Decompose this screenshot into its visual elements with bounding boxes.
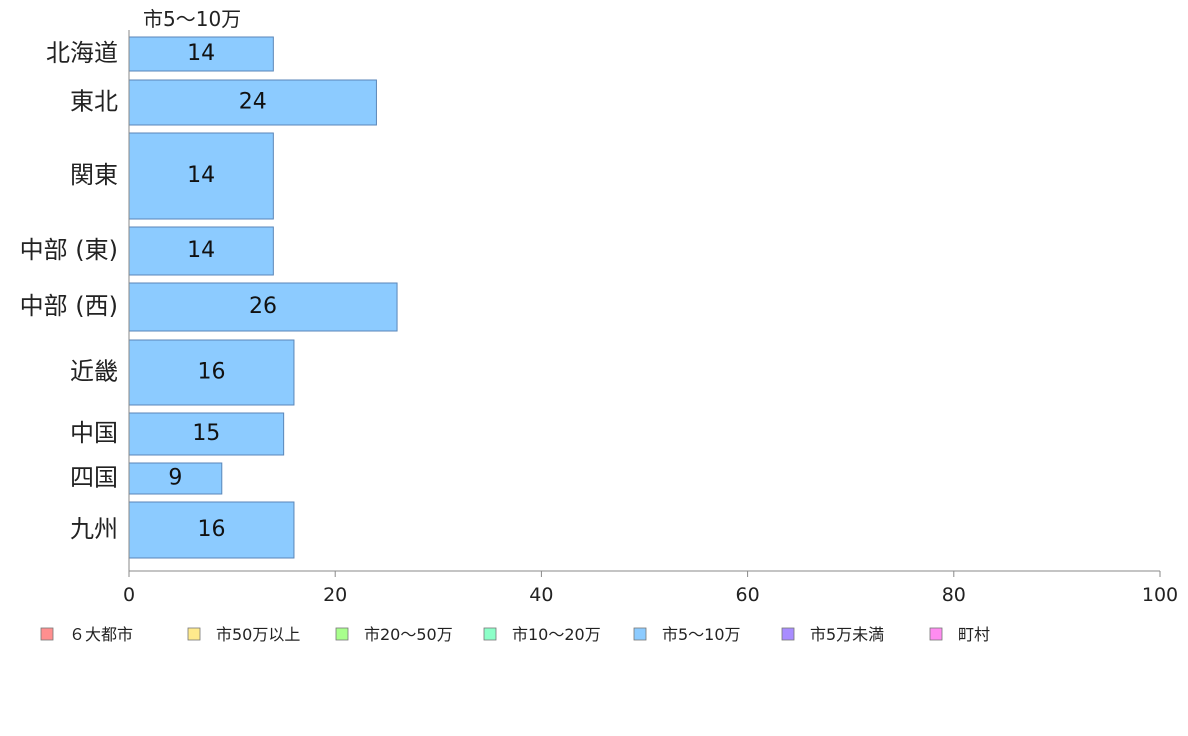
x-tick-label: 100: [1142, 584, 1178, 606]
bar-value-label: 14: [187, 163, 215, 188]
bar-value-label: 15: [192, 421, 220, 446]
legend-label: 市5〜10万: [662, 625, 741, 644]
legend: ６大都市 市50万以上 市20〜50万 市10〜20万 市5〜10万 市5万未満 町村: [40, 625, 990, 644]
category-label: 近畿: [70, 358, 118, 386]
bar-value-label: 14: [187, 41, 215, 66]
category-label: 中部 (東): [20, 236, 118, 264]
category-label: 関東: [70, 161, 118, 189]
category-label: 中部 (西): [20, 292, 118, 320]
bars-group: [128, 36, 398, 559]
legend-swatch: [633, 627, 647, 641]
legend-label: 市20〜50万: [364, 625, 453, 644]
bar-value-label: 9: [168, 466, 182, 491]
bar-value-label: 26: [249, 294, 277, 319]
x-tick-label: 60: [736, 584, 760, 606]
bar-value-label: 14: [187, 238, 215, 263]
legend-swatch: [40, 627, 54, 641]
bar-2: [128, 79, 377, 126]
value-labels: 14 24 14 14 26 16 15 9 16: [168, 41, 277, 542]
category-label: 東北: [70, 88, 118, 116]
legend-label: 町村: [958, 625, 990, 644]
bar-value-label: 16: [197, 360, 225, 385]
x-tick-label: 20: [323, 584, 347, 606]
legend-swatch: [335, 627, 349, 641]
bar-3: [128, 132, 274, 220]
legend-label: 市10〜20万: [512, 625, 601, 644]
x-tick-label: 40: [529, 584, 553, 606]
legend-label: 市50万以上: [216, 625, 300, 644]
category-label: 中国: [70, 419, 118, 447]
bar-6: [128, 339, 295, 406]
bar-5: [128, 282, 398, 332]
bar-4: [128, 226, 274, 276]
legend-swatch: [781, 627, 795, 641]
bar-7: [128, 412, 285, 456]
category-label: 九州: [70, 515, 118, 543]
series-title: 市5〜10万: [143, 7, 241, 31]
bar-1: [128, 36, 274, 72]
legend-label: ６大都市: [69, 625, 133, 644]
legend-swatch: [483, 627, 497, 641]
category-label: 四国: [70, 464, 118, 492]
legend-label: 市5万未満: [810, 625, 884, 644]
x-tick-label: 0: [123, 584, 135, 606]
legend-swatch: [929, 627, 943, 641]
legend-swatch: [187, 627, 201, 641]
x-axis: 0 20 40 60 80 100: [123, 30, 1178, 606]
bar-value-label: 24: [239, 90, 267, 115]
category-label: 北海道: [46, 39, 118, 67]
bar-value-label: 16: [197, 517, 225, 542]
x-tick-label: 80: [942, 584, 966, 606]
